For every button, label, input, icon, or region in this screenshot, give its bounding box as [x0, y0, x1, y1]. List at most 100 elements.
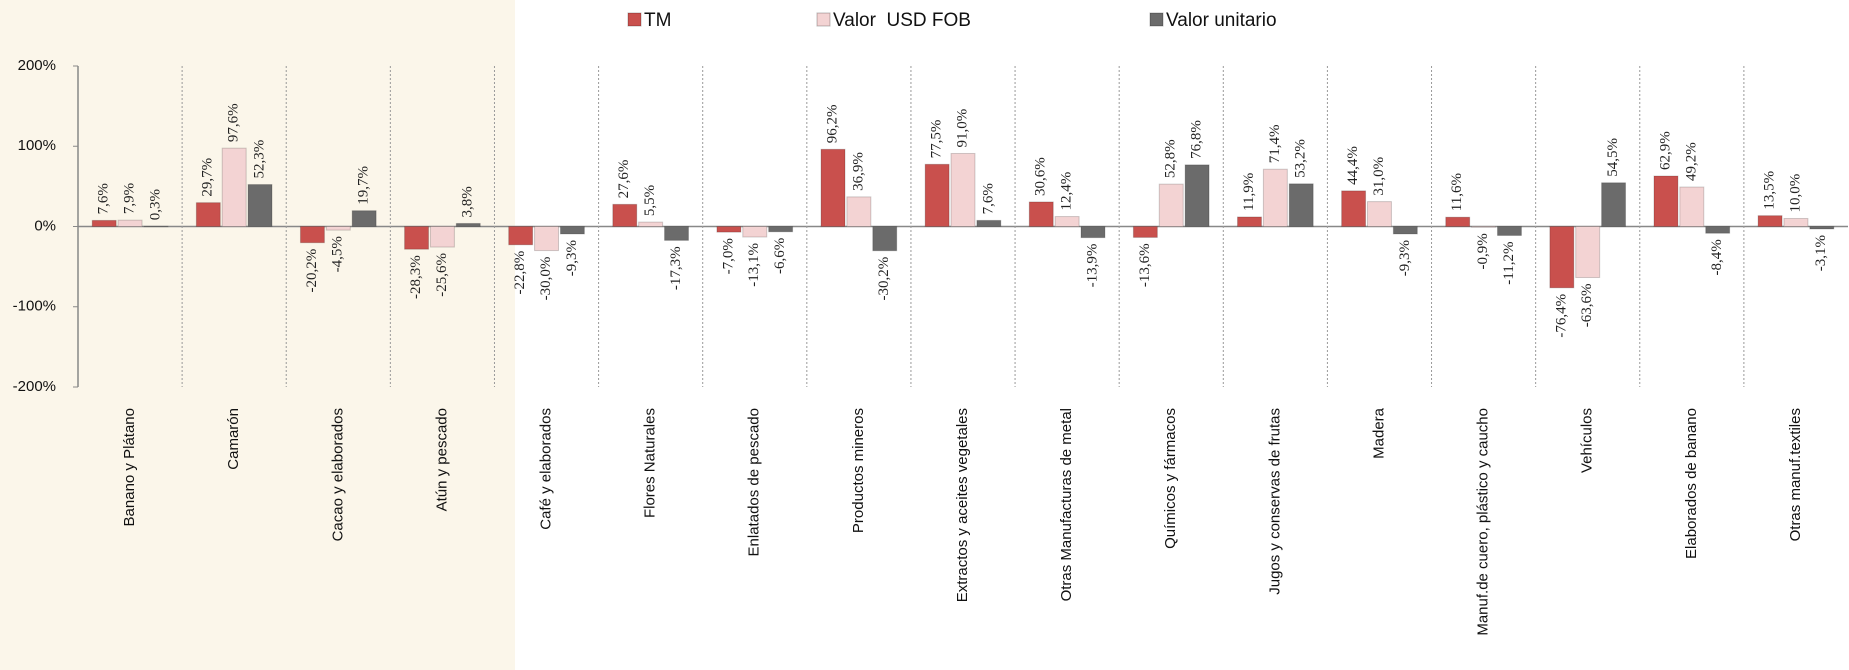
bar — [1446, 217, 1470, 226]
value-label: 29,7% — [200, 158, 216, 197]
value-label: -11,2% — [1501, 241, 1517, 284]
bar — [769, 227, 793, 232]
bar — [300, 227, 324, 243]
bar — [717, 227, 741, 233]
value-label: 7,9% — [121, 183, 137, 214]
value-label: 71,4% — [1267, 124, 1283, 163]
bar — [222, 148, 246, 226]
value-label: -7,0% — [720, 238, 736, 274]
bar — [1055, 217, 1079, 227]
bar — [639, 222, 663, 226]
bar — [1602, 183, 1626, 227]
x-tick-label: Banano y Plátano — [121, 408, 138, 526]
y-tick-label: 100% — [18, 137, 56, 154]
value-label: 12,4% — [1059, 172, 1075, 211]
value-label: -6,6% — [772, 238, 788, 274]
value-label: 7,6% — [96, 183, 112, 214]
bar — [1342, 191, 1366, 227]
bar — [1159, 184, 1183, 226]
x-tick-label: Otras Manufacturas de metal — [1058, 408, 1075, 601]
legend-label: TM — [644, 10, 671, 31]
bar — [1576, 227, 1600, 278]
bar — [196, 203, 220, 227]
value-label: 7,6% — [980, 183, 996, 214]
value-label: 10,0% — [1787, 174, 1803, 213]
value-label: -28,3% — [408, 255, 424, 299]
value-label: 30,6% — [1033, 157, 1049, 196]
value-label: 53,2% — [1293, 139, 1309, 178]
bar — [1263, 169, 1287, 226]
value-label: 0,3% — [147, 189, 163, 220]
value-label: 36,9% — [850, 152, 866, 191]
value-label: -0,9% — [1475, 233, 1491, 269]
legend-swatch — [628, 13, 641, 26]
x-tick-label: Manuf.de cuero, plástico y caucho — [1475, 408, 1492, 636]
bar — [248, 185, 272, 227]
bar — [951, 153, 975, 226]
value-label: -13,6% — [1137, 243, 1153, 287]
value-label: 76,8% — [1189, 120, 1205, 159]
value-label: 19,7% — [356, 166, 372, 205]
value-label: -9,3% — [1397, 240, 1413, 276]
value-label: 52,8% — [1163, 139, 1179, 178]
bar — [1497, 227, 1521, 236]
value-label: -13,1% — [746, 243, 762, 287]
y-tick-label: 200% — [18, 57, 56, 74]
value-label: 97,6% — [226, 103, 242, 142]
bar — [92, 220, 116, 226]
x-tick-label: Jugos y conservas de frutas — [1266, 408, 1283, 595]
bar — [326, 227, 350, 231]
bar — [1810, 227, 1834, 229]
value-label: 49,2% — [1683, 142, 1699, 181]
bar — [1238, 217, 1262, 227]
bar — [1393, 227, 1417, 234]
x-tick-label: Madera — [1370, 407, 1387, 459]
bar — [1185, 165, 1209, 227]
value-label: 27,6% — [616, 160, 632, 199]
bar — [1367, 202, 1391, 227]
bar — [873, 227, 897, 251]
bar — [456, 223, 480, 226]
bar — [1706, 227, 1730, 234]
value-label: -17,3% — [668, 246, 684, 290]
x-tick-label: Vehículos — [1579, 408, 1596, 473]
page: {"chart_data": { "type": "bar", "categor… — [0, 0, 1849, 670]
y-tick-label: 0% — [34, 217, 56, 234]
bar — [977, 220, 1001, 226]
bar — [509, 227, 533, 245]
bar — [1784, 218, 1808, 226]
bar — [352, 211, 376, 227]
value-label: -8,4% — [1709, 239, 1725, 275]
value-label: 54,5% — [1605, 138, 1621, 177]
bar — [405, 227, 429, 250]
x-tick-label: Café y elaborados — [537, 408, 554, 530]
value-label: 52,3% — [251, 140, 267, 179]
value-label: -13,9% — [1084, 244, 1100, 288]
value-label: 3,8% — [460, 186, 476, 217]
bar — [665, 227, 689, 241]
x-tick-label: Elaborados de banano — [1683, 408, 1700, 559]
legend-label: Valor unitario — [1166, 10, 1277, 31]
value-label: 62,9% — [1657, 131, 1673, 170]
bar — [430, 227, 454, 248]
bar — [1289, 184, 1313, 227]
value-label: 77,5% — [929, 120, 945, 159]
y-tick-label: -200% — [13, 378, 56, 395]
value-label: 31,0% — [1371, 157, 1387, 196]
value-label: 96,2% — [824, 105, 840, 144]
bar — [1081, 227, 1105, 238]
bar — [925, 164, 949, 226]
bar — [1654, 176, 1678, 226]
legend-label: Valor USD FOB — [833, 10, 971, 31]
value-label: -3,1% — [1813, 235, 1829, 271]
value-label: 13,5% — [1762, 171, 1778, 210]
bar — [560, 227, 584, 234]
bar — [1029, 202, 1053, 227]
value-label: -76,4% — [1553, 294, 1569, 338]
value-label: 44,4% — [1345, 146, 1361, 185]
value-label: -9,3% — [564, 240, 580, 276]
x-tick-label: Atún y pescado — [433, 408, 450, 511]
bar — [144, 226, 168, 227]
value-label: 11,6% — [1449, 173, 1465, 211]
value-label: -22,8% — [512, 251, 528, 295]
